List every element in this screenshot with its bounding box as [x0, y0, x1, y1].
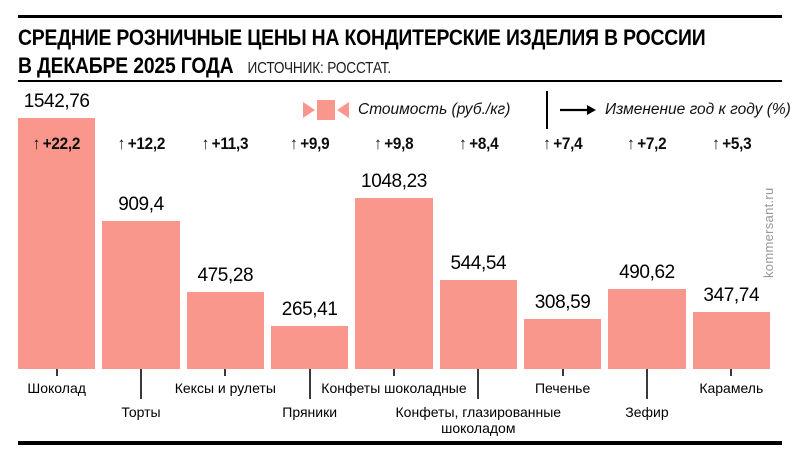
chart-column: 347,74 ↑ +5,3 Карамель	[692, 118, 770, 396]
up-arrow-icon: ↑	[711, 134, 720, 153]
right-arrow-icon	[560, 105, 596, 115]
bar-change-label: ↑ +12,2	[102, 134, 179, 154]
up-arrow-icon: ↑	[290, 134, 298, 153]
tick-line	[730, 369, 733, 376]
tick-line	[308, 369, 311, 399]
bar-value-label: 265,41	[281, 299, 338, 320]
bar	[355, 198, 433, 369]
bar-change-text: ↑ +7,4	[543, 134, 583, 153]
bar-value-label: 544,54	[450, 253, 507, 274]
category-label: Зефир	[625, 404, 669, 420]
bar-value-label: 1048,23	[361, 171, 427, 192]
up-arrow-icon: ↑	[627, 134, 635, 153]
chart-column: 544,54 ↑ +8,4 Конфеты, глазированные шокола…	[396, 118, 562, 436]
bar-value-label: 490,62	[619, 262, 675, 283]
bar-value-label: 1542,76	[23, 91, 90, 112]
bar-value-label: 909,4	[118, 194, 164, 215]
page-title-row2: В ДЕКАБРЕ 2025 ГОДА ИСТОЧНИК: РОССТАТ.	[18, 53, 706, 79]
bar	[102, 221, 180, 369]
legend-divider	[546, 91, 548, 129]
tick-line	[392, 369, 395, 376]
category-label: Конфеты, глазированные шоколадом	[395, 404, 562, 437]
bar	[439, 280, 517, 369]
bar-value-label: 308,59	[534, 292, 591, 313]
bar-change-text: ↑ +9,9	[290, 134, 330, 153]
category-label: Печенье	[534, 380, 591, 396]
bottom-rule	[18, 441, 782, 445]
up-arrow-icon: ↑	[117, 134, 125, 153]
chart-column: 909,4 ↑ +12,2 Торты	[102, 118, 180, 420]
tick-line	[477, 369, 480, 399]
category-label: Торты	[121, 404, 161, 420]
category-label: Пряники	[282, 404, 338, 420]
bar	[270, 326, 349, 369]
category-label: Кексы и рулеты	[174, 380, 276, 396]
tick-line	[55, 369, 58, 376]
tick-line	[224, 369, 227, 376]
bar	[523, 319, 602, 369]
chart-column: 475,28 ↑ +11,3 Кексы и рулеты	[175, 118, 276, 396]
chart-column: 490,62 ↑ +7,2 Зефир	[608, 118, 686, 420]
chart-column: 1542,76 ↑ +22,2 Шоколад	[18, 91, 96, 396]
bar-change-text: ↑ +22,2	[32, 134, 81, 153]
bar-chart: 1542,76 ↑ +22,2 Шоколад 909,4 ↑ +12,2 Торты 475,…	[18, 91, 770, 436]
bar-change-text: ↑ +12,2	[117, 134, 165, 153]
bar-change-text: ↑ +11,3	[202, 134, 249, 153]
up-arrow-icon: ↑	[202, 134, 210, 153]
legend-change: Изменение год к году (%)	[560, 96, 791, 124]
legend-price-label: Стоимость (руб./кг)	[358, 101, 511, 118]
chart-column: 265,41 ↑ +9,9 Пряники	[270, 118, 349, 420]
chart-column: 308,59 ↑ +7,4 Печенье	[523, 118, 602, 396]
bar-change-label: ↑ +11,3	[187, 134, 264, 154]
bar-change-text: ↑ +9,8	[374, 134, 414, 153]
legend-price: Стоимость (руб./кг)	[303, 96, 510, 124]
header-divider	[18, 80, 782, 82]
bar-value-label: 347,74	[703, 285, 760, 306]
bar-change-text: ↑ +8,4	[458, 134, 498, 153]
bar-value-label: 475,28	[197, 265, 254, 286]
up-arrow-icon: ↑	[458, 134, 467, 153]
category-label: Карамель	[699, 380, 764, 396]
bar	[692, 312, 770, 369]
bar	[186, 292, 264, 369]
category-label: Конфеты шоколадные	[321, 380, 467, 396]
bar-change-label: ↑ +7,2	[608, 134, 685, 154]
bar-change-label: ↑ +22,2	[18, 134, 95, 154]
up-arrow-icon: ↑	[374, 134, 382, 153]
up-arrow-icon: ↑	[543, 134, 551, 153]
bar-change-text: ↑ +5,3	[711, 134, 751, 153]
tick-line	[561, 369, 564, 376]
bar-change-label: ↑ +5,3	[693, 134, 770, 154]
bar-change-label: ↑ +9,8	[355, 134, 432, 154]
category-label: Шоколад	[27, 380, 86, 396]
tick-line	[645, 369, 648, 399]
bar	[608, 289, 686, 369]
top-rule	[18, 15, 782, 18]
bar-change-text: ↑ +7,2	[627, 134, 667, 153]
header: СРЕДНИЕ РОЗНИЧНЫЕ ЦЕНЫ НА КОНДИТЕРСКИЕ И…	[18, 25, 799, 79]
source-label: ИСТОЧНИК: РОССТАТ.	[247, 60, 391, 78]
page-title-line2: В ДЕКАБРЕ 2025 ГОДА	[18, 53, 234, 79]
chart-column: 1048,23 ↑ +9,8 Конфеты шоколадные	[321, 118, 466, 396]
up-arrow-icon: ↑	[32, 134, 41, 153]
bar	[18, 118, 96, 369]
page-title-line1: СРЕДНИЕ РОЗНИЧНЫЕ ЦЕНЫ НА КОНДИТЕРСКИЕ И…	[18, 25, 706, 50]
watermark: kommersant.ru	[761, 187, 776, 278]
candy-icon	[303, 100, 349, 120]
bar-change-label: ↑ +9,9	[271, 134, 348, 154]
bar-change-label: ↑ +8,4	[440, 134, 517, 154]
tick-line	[139, 369, 142, 399]
bar-change-label: ↑ +7,4	[524, 134, 601, 154]
legend-change-label: Изменение год к году (%)	[605, 101, 791, 118]
